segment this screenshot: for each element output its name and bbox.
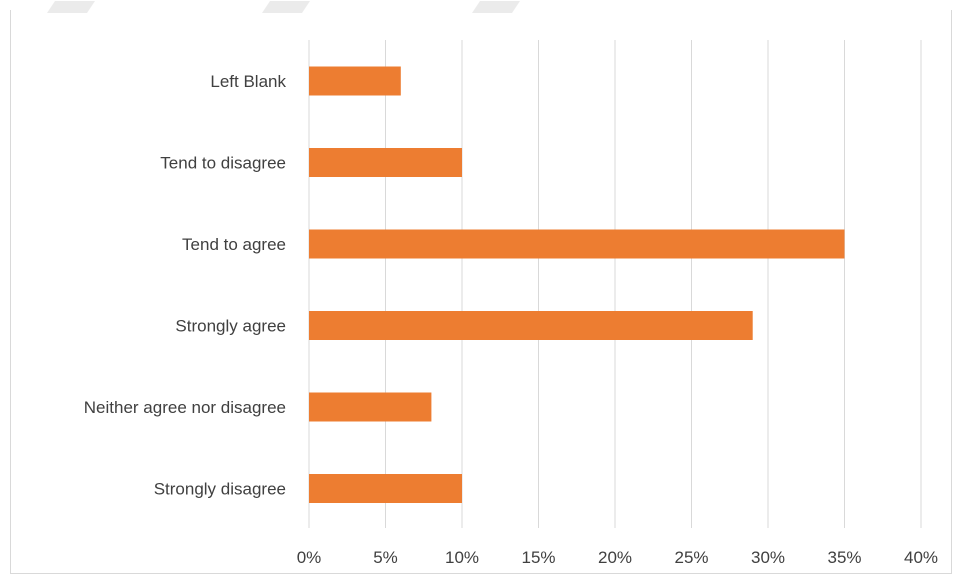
category-label: Left Blank [210, 72, 286, 91]
x-tick-label: 0% [297, 548, 322, 567]
bar [309, 311, 753, 340]
bar [309, 392, 432, 422]
chart-area [10, 10, 952, 574]
gridlines [308, 40, 922, 528]
top-decoration [0, 0, 956, 13]
category-label: Tend to agree [182, 235, 286, 254]
x-tick-label: 25% [674, 548, 708, 567]
x-tick-label: 35% [827, 548, 861, 567]
category-labels: Left Blank Tend to disagree Tend to agree S… [84, 72, 287, 499]
x-axis-tick-labels: 0% 5% 10% 15% 20% 25% 30% 35% 40% [297, 548, 938, 567]
category-label: Strongly agree [175, 317, 286, 336]
bars [309, 66, 845, 503]
bar [309, 148, 462, 177]
x-tick-label: 40% [904, 548, 938, 567]
category-label: Strongly disagree [154, 480, 286, 499]
x-tick-label: 30% [751, 548, 785, 567]
x-tick-label: 10% [445, 548, 479, 567]
x-tick-label: 20% [598, 548, 632, 567]
bar [309, 66, 401, 96]
category-label: Tend to disagree [160, 154, 286, 173]
category-label: Neither agree nor disagree [84, 398, 286, 417]
bar [309, 229, 845, 259]
x-tick-label: 5% [373, 548, 398, 567]
bar [309, 474, 462, 503]
x-tick-label: 15% [521, 548, 555, 567]
